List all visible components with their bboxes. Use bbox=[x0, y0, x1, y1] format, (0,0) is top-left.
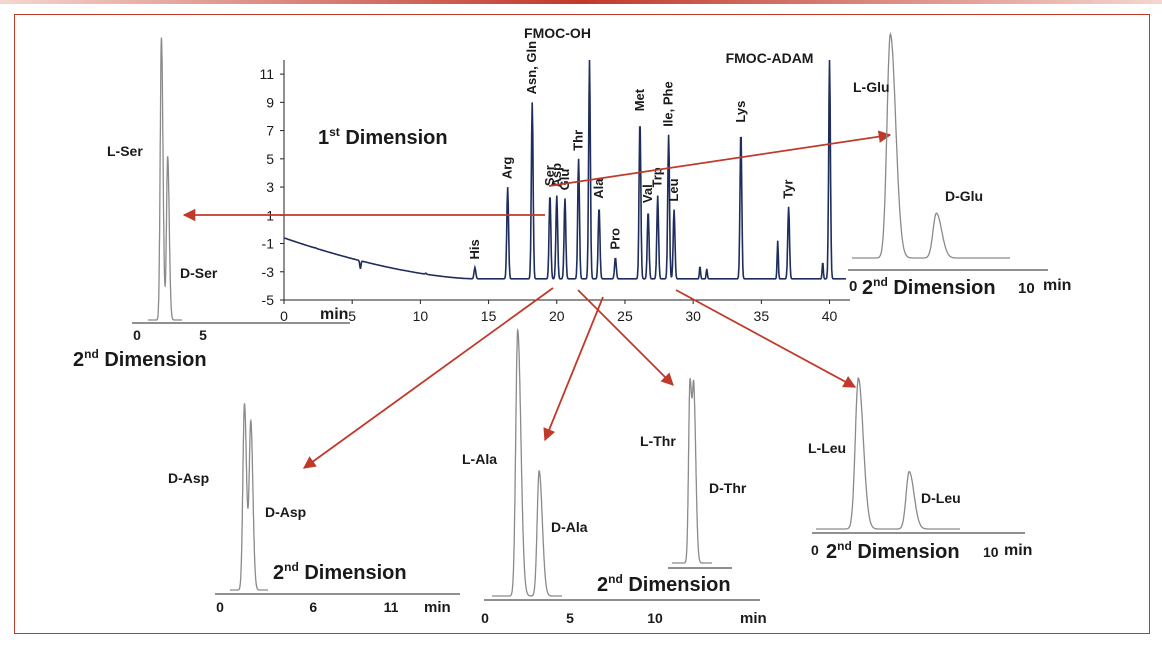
glu-chart-title: 2nd Dimension bbox=[862, 275, 996, 299]
arrow-to-glu bbox=[548, 130, 892, 187]
arrow-to-ala bbox=[543, 296, 604, 442]
ala-peak-label-l: L-Ala bbox=[462, 451, 497, 467]
main-peak-label: Val bbox=[640, 184, 655, 203]
asp-x-ticks: 0 6 11 bbox=[216, 599, 399, 615]
arrow-to-leu bbox=[675, 289, 857, 388]
main-peak-label: Pro bbox=[607, 228, 622, 250]
leu-2d-chart: 0 10 min L-Leu D-Leu 2nd Dimension bbox=[808, 377, 1032, 563]
main-y-tick-label: 9 bbox=[266, 94, 274, 110]
thr-peak-label-d: D-Thr bbox=[709, 480, 747, 496]
main-x-ticks: 0 5 10 15 20 25 30 35 40 bbox=[280, 300, 838, 324]
main-peak-label: His bbox=[467, 239, 482, 259]
ser-chart-title: 2nd Dimension bbox=[73, 347, 207, 371]
leu-x-tick-0: 0 bbox=[811, 542, 819, 558]
leu-peak-label-d: D-Leu bbox=[921, 490, 961, 506]
main-y-tick-label: 3 bbox=[266, 179, 274, 195]
leu-x-tick-10: 10 bbox=[983, 544, 999, 560]
leu-x-axis-label: min bbox=[1004, 542, 1032, 559]
thr-peak-label-l: L-Thr bbox=[640, 433, 676, 449]
main-peak-label: Thr bbox=[571, 130, 586, 151]
ala-x-tick-label: 5 bbox=[566, 610, 574, 626]
asp-trace-line bbox=[230, 403, 268, 591]
ser-x-tick-label: 0 bbox=[133, 327, 141, 343]
thr-2d-chart: L-Thr D-Thr 2nd Dimension min bbox=[597, 377, 767, 627]
asp-x-tick-label: 0 bbox=[216, 599, 224, 615]
main-peak-label: Tyr bbox=[781, 180, 796, 199]
main-y-tick-label: 5 bbox=[266, 151, 274, 167]
glu-peak-label-l: L-Glu bbox=[853, 79, 890, 95]
ser-x-tick-label: 5 bbox=[199, 327, 207, 343]
main-peak-label: Trp bbox=[650, 167, 665, 187]
arrow-to-thr bbox=[577, 289, 674, 386]
thr-chart-title: 2nd Dimension bbox=[597, 572, 731, 596]
ser-peak-label-d: D-Ser bbox=[180, 265, 218, 281]
main-peak-label: Asp bbox=[549, 163, 564, 188]
asp-x-axis-label: min bbox=[424, 599, 451, 616]
asp-peak-label-2: D-Asp bbox=[265, 504, 306, 520]
glu-2d-chart: 0 10 min L-Glu D-Glu 2nd Dimension bbox=[848, 31, 1071, 299]
main-x-tick-label: 30 bbox=[685, 308, 701, 324]
asp-x-tick-label: 6 bbox=[309, 599, 317, 615]
main-y-tick-label: -1 bbox=[262, 236, 275, 252]
main-x-tick-label: 0 bbox=[280, 308, 288, 324]
main-peak-label: Ala bbox=[591, 178, 606, 199]
thr-x-axis-label: min bbox=[740, 610, 767, 627]
main-x-tick-label: 10 bbox=[413, 308, 429, 324]
main-peak-label: FMOC-ADAM bbox=[726, 50, 814, 66]
ser-trace-line bbox=[148, 37, 182, 321]
main-x-tick-label: 20 bbox=[549, 308, 565, 324]
main-chart-title: 1st Dimension bbox=[318, 125, 448, 149]
asp-2d-chart: 0 6 11 min D-Asp D-Asp 2nd Dimension bbox=[168, 403, 460, 616]
ala-x-tick-label: 10 bbox=[647, 610, 663, 626]
glu-x-tick-10: 10 bbox=[1018, 280, 1035, 297]
main-peak-label: Asn, Gln bbox=[524, 41, 539, 95]
ala-x-ticks: 0 5 10 bbox=[481, 610, 663, 626]
main-y-ticks: -5-3-11357911 bbox=[259, 66, 284, 308]
leu-peak-label-l: L-Leu bbox=[808, 440, 846, 456]
main-x-tick-label: 40 bbox=[822, 308, 838, 324]
glu-peak-label-d: D-Glu bbox=[945, 188, 983, 204]
ala-trace-line bbox=[492, 327, 562, 597]
thr-trace-line bbox=[672, 377, 712, 564]
main-y-tick-label: 7 bbox=[266, 123, 274, 139]
ala-peak-label-d: D-Ala bbox=[551, 519, 588, 535]
ser-peak-label-l: L-Ser bbox=[107, 143, 143, 159]
leu-trace-line bbox=[816, 377, 960, 530]
arrows bbox=[182, 130, 892, 469]
main-x-tick-label: 35 bbox=[754, 308, 770, 324]
main-peak-label: Leu bbox=[666, 178, 681, 201]
asp-peak-label-1: D-Asp bbox=[168, 470, 209, 486]
main-peak-label: Met bbox=[632, 88, 647, 111]
asp-chart-title: 2nd Dimension bbox=[273, 560, 407, 584]
ala-x-tick-label: 0 bbox=[481, 610, 489, 626]
main-x-tick-label: 15 bbox=[481, 308, 497, 324]
asp-x-tick-label: 11 bbox=[384, 599, 399, 615]
glu-x-axis-label: min bbox=[1043, 277, 1071, 294]
main-x-tick-label: 5 bbox=[348, 308, 356, 324]
main-peak-label: FMOC-OH bbox=[524, 25, 591, 41]
main-peak-label: Arg bbox=[500, 157, 515, 179]
main-y-tick-label: -5 bbox=[262, 292, 275, 308]
main-peak-label: Ser bbox=[542, 165, 557, 186]
figure-frame bbox=[14, 14, 1150, 634]
main-x-axis-label: min bbox=[320, 306, 348, 323]
main-peak-label: Glu bbox=[557, 169, 572, 191]
main-x-tick-label: 25 bbox=[617, 308, 633, 324]
main-peak-label: Lys bbox=[733, 101, 748, 123]
main-peak-label: Ile, Phe bbox=[661, 81, 676, 127]
ala-2d-chart: 0 5 10 L-Ala D-Ala bbox=[462, 327, 760, 626]
main-y-tick-label: 11 bbox=[259, 66, 274, 82]
glu-trace-line bbox=[852, 31, 1010, 259]
arrow-to-asp bbox=[302, 287, 554, 469]
top-accent-bar bbox=[0, 0, 1162, 4]
glu-x-tick-0: 0 bbox=[849, 278, 857, 295]
main-trace-line bbox=[283, 59, 846, 280]
main-y-tick-label: -3 bbox=[262, 264, 275, 280]
leu-chart-title: 2nd Dimension bbox=[826, 539, 960, 563]
